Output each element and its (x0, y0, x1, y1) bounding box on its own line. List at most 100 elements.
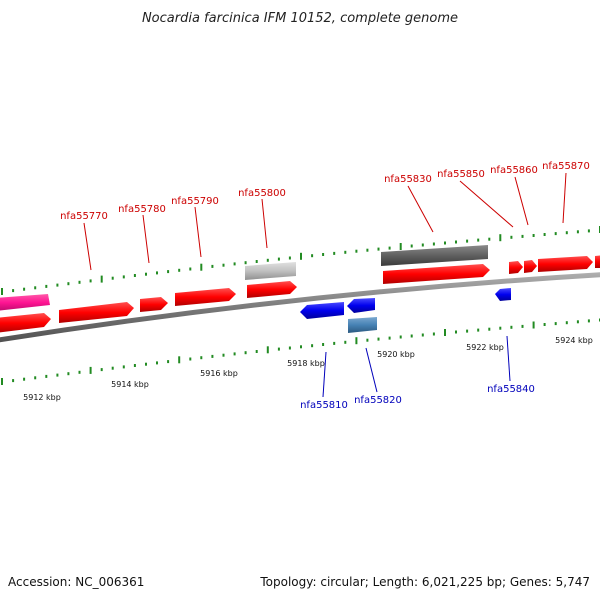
minor-tick (521, 324, 524, 328)
genome-summary-text: Topology: circular; Length: 6,021,225 bp… (259, 575, 590, 589)
gene-label[interactable]: nfa55820 (354, 395, 402, 406)
minor-tick (488, 327, 491, 331)
minor-tick (421, 243, 424, 247)
minor-tick (521, 234, 524, 238)
gene-pseudo-nfa55830[interactable] (381, 245, 488, 266)
minor-tick (78, 280, 81, 284)
gene-label[interactable]: nfa55770 (60, 211, 108, 222)
outer-tick-track (1, 226, 600, 295)
gene-nfa55860[interactable] (524, 260, 537, 273)
gene-label[interactable]: nfa55860 (490, 165, 538, 176)
gene-nfa55850[interactable] (509, 261, 523, 274)
minor-tick (12, 379, 15, 383)
minor-tick (510, 325, 513, 329)
major-tick (499, 234, 502, 242)
leader-line (562, 172, 567, 224)
minor-tick (311, 344, 314, 348)
minor-tick (233, 352, 236, 356)
gene-steel[interactable] (348, 317, 377, 333)
gene-nfa55810[interactable] (300, 302, 344, 319)
leader-line (261, 198, 268, 249)
gene-label[interactable]: nfa55810 (300, 400, 348, 411)
major-tick (100, 275, 103, 283)
minor-tick (576, 230, 579, 234)
gene-label[interactable]: nfa55830 (384, 174, 432, 185)
scale-label: 5922 kbp (466, 343, 504, 352)
forward-genes-inner (0, 255, 600, 333)
scale-label: 5912 kbp (23, 393, 61, 402)
gene-nfa55870[interactable] (538, 256, 593, 272)
minor-tick (576, 320, 579, 324)
gene-label[interactable]: nfa55800 (238, 188, 286, 199)
minor-tick (432, 242, 435, 246)
gene-nfa55800[interactable] (247, 281, 297, 298)
minor-tick (455, 330, 457, 334)
gene-nfa55790[interactable] (175, 288, 236, 306)
gene-label[interactable]: nfa55840 (487, 384, 535, 395)
gene-nfa55780[interactable] (140, 297, 168, 312)
gene-nfa55830[interactable] (383, 264, 490, 284)
minor-tick (34, 376, 37, 380)
major-tick (89, 366, 92, 374)
minor-tick (277, 347, 280, 351)
leader-line (142, 214, 150, 264)
gene-label[interactable]: nfa55870 (542, 161, 590, 172)
minor-tick (543, 233, 546, 236)
gene-nfa55760[interactable] (0, 313, 51, 333)
minor-tick (145, 362, 147, 366)
gene-nfa55820[interactable] (347, 298, 375, 313)
minor-tick (255, 350, 258, 353)
minor-tick (12, 289, 15, 293)
minor-tick (344, 250, 347, 254)
gene-nfa55770[interactable] (59, 302, 134, 323)
minor-tick (211, 354, 214, 358)
minor-tick (89, 279, 92, 283)
minor-tick (122, 275, 125, 279)
minor-tick (499, 326, 502, 330)
minor-tick (56, 373, 59, 377)
minor-tick (311, 254, 314, 258)
scale-label: 5920 kbp (377, 350, 415, 359)
minor-tick (477, 328, 480, 332)
genome-backbone (0, 272, 600, 343)
minor-tick (388, 336, 391, 340)
minor-tick (410, 334, 413, 338)
minor-tick (122, 365, 125, 369)
minor-tick (388, 246, 391, 250)
minor-tick (444, 241, 446, 245)
gene-nfa55880[interactable] (595, 255, 600, 268)
scale-labels: 5912 kbp 5914 kbp 5916 kbp 5918 kbp 5920… (23, 336, 593, 402)
major-tick (444, 329, 446, 336)
minor-tick (222, 263, 225, 267)
minor-tick (587, 319, 590, 323)
minor-tick (532, 234, 535, 237)
leader-line (506, 335, 511, 382)
gene-nfa55840[interactable] (495, 288, 511, 301)
minor-tick (543, 323, 546, 326)
leader-line (194, 206, 202, 258)
minor-tick (565, 321, 568, 325)
gene-label[interactable]: nfa55780 (118, 204, 166, 215)
minor-tick (466, 329, 469, 333)
minor-tick (333, 251, 336, 255)
minor-tick (67, 282, 70, 286)
scale-label: 5918 kbp (287, 359, 325, 368)
gene-label[interactable]: nfa55850 (437, 169, 485, 180)
gene-pseudo-nfa55800[interactable] (245, 262, 296, 280)
minor-tick (244, 261, 247, 265)
leader-line (322, 351, 327, 398)
leader-line (407, 185, 434, 233)
major-tick (178, 356, 181, 364)
minor-tick (156, 271, 158, 275)
gene-rna[interactable] (0, 294, 50, 311)
minor-tick (211, 264, 214, 268)
gene-label[interactable]: nfa55790 (171, 196, 219, 207)
minor-tick (466, 239, 469, 243)
minor-tick (222, 353, 225, 357)
accession-text: Accession: NC_006361 (8, 575, 144, 589)
minor-tick (288, 346, 291, 350)
major-tick (200, 263, 203, 271)
minor-tick (477, 238, 480, 242)
leader-line (514, 176, 529, 226)
minor-tick (100, 368, 103, 372)
